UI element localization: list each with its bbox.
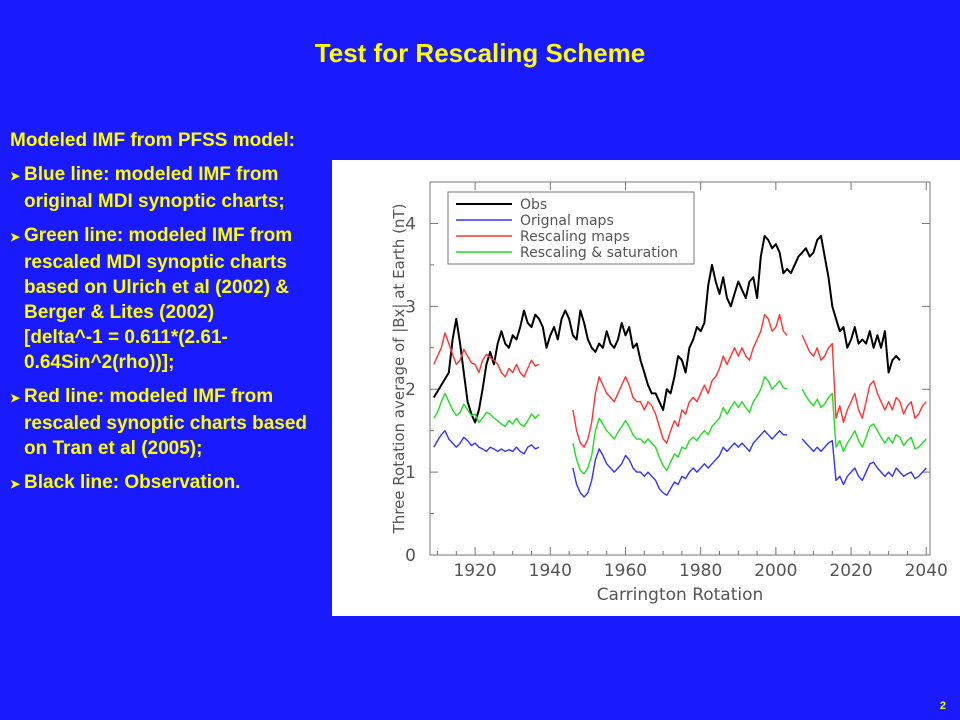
description-panel: Modeled IMF from PFSS model: ➤ Blue line:… [10,128,328,506]
legend-label-1: Orignal maps [520,213,614,229]
x-tick-label: 1960 [604,561,647,581]
bullet-green-text: Green line: modeled IMF from rescaled MD… [24,225,293,373]
y-tick-label: 4 [405,214,416,234]
arrow-bullet-icon: ➤ [10,391,21,405]
legend-label-0: Obs [520,197,547,213]
series-line-1-segment-1 [572,430,788,498]
series-line-3-segment-1 [572,376,788,475]
x-tick-label: 2000 [754,561,797,581]
y-tick-label: 3 [405,297,416,317]
slide-title: Test for Rescaling Scheme [314,38,646,68]
y-tick-label: 1 [405,463,416,483]
bullet-black-text: Black line: Observation. [24,472,241,493]
bullet-black: ➤ Black line: Observation. [10,470,328,497]
legend-label-2: Rescaling maps [520,229,630,245]
series-line-0-segment-0 [432,234,901,424]
legend-label-3: Rescaling & saturation [520,245,678,261]
x-tick-label: 1920 [453,561,496,581]
x-tick-label: 1940 [529,561,572,581]
y-tick-label: 2 [405,380,416,400]
y-axis-label: Three Rotation average of |Bx| at Earth … [390,204,408,535]
bullet-blue-text: Blue line: modeled IMF from original MDI… [24,164,285,212]
series-line-3-segment-0 [433,392,540,428]
arrow-bullet-icon: ➤ [10,169,21,183]
chart-panel: 1920 1940 1960 1980 2000 2020 2040 0 1 2 3 4 Carring… [332,160,960,616]
series-line-1-segment-0 [433,430,540,455]
plot-frame [429,181,931,556]
x-tick-label: 2040 [905,561,948,581]
series-line-1-segment-2 [801,438,927,486]
arrow-bullet-icon: ➤ [10,230,21,244]
series-line-2-segment-2 [801,335,927,424]
intro-text: Modeled IMF from PFSS model: [10,130,296,151]
arrow-bullet-icon: ➤ [10,477,21,491]
series-line-2-segment-1 [572,313,788,448]
y-tick-label: 0 [405,546,416,566]
bullet-red: ➤ Red line: modeled IMF from rescaled syn… [10,384,328,461]
x-axis-label: Carrington Rotation [597,585,764,605]
imf-line-chart: 1920 1940 1960 1980 2000 2020 2040 0 1 2 3 4 Carring… [390,181,948,605]
x-tick-label: 2020 [829,561,872,581]
bullet-red-text: Red line: modeled IMF from rescaled syno… [24,386,308,459]
bullet-green: ➤ Green line: modeled IMF from rescaled M… [10,223,328,375]
series-line-3-segment-2 [801,388,927,453]
page-number: 2 [939,700,946,712]
x-tick-label: 1980 [679,561,722,581]
bullet-blue: ➤ Blue line: modeled IMF from original MD… [10,162,328,214]
series-line-2-segment-0 [433,332,540,378]
